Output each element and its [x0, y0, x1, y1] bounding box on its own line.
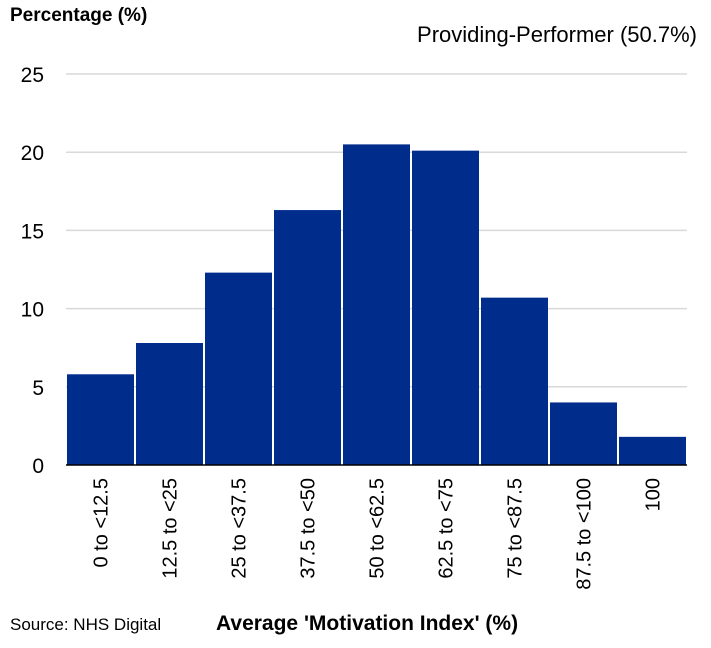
x-tick-label: 100: [643, 478, 665, 511]
y-tick-label: 5: [32, 377, 44, 400]
bar: [481, 297, 548, 465]
x-tick-label: 62.5 to <75: [436, 478, 458, 579]
y-tick-label: 15: [21, 220, 44, 243]
bars: [67, 144, 686, 466]
x-tick-label: 12.5 to <25: [160, 478, 182, 579]
bar: [619, 436, 686, 465]
bar: [550, 402, 617, 465]
x-tick-label: 87.5 to <100: [574, 478, 596, 590]
x-tick-label: 37.5 to <50: [298, 478, 320, 579]
bar: [274, 210, 341, 465]
bar: [136, 343, 203, 465]
chart-subtitle: Providing-Performer (50.7%): [417, 22, 697, 47]
x-axis-title: Average 'Motivation Index' (%): [216, 612, 519, 635]
y-tick-label: 20: [21, 142, 44, 165]
source-note: Source: NHS Digital: [10, 615, 162, 634]
bar: [343, 144, 410, 465]
y-axis-title: Percentage (%): [10, 5, 148, 26]
x-tick-label: 0 to <12.5: [91, 478, 113, 568]
y-axis-ticks: 0 5 10 15 20 25: [21, 64, 44, 478]
bar: [67, 374, 134, 465]
x-tick-label: 75 to <87.5: [505, 478, 527, 579]
bar: [205, 272, 272, 465]
y-tick-label: 0: [32, 455, 44, 478]
bar: [412, 150, 479, 466]
y-tick-label: 25: [21, 64, 44, 87]
x-tick-label: 50 to <62.5: [367, 478, 389, 579]
x-axis-ticks: 0 to <12.5 12.5 to <25 25 to <37.5 37.5 to …: [91, 478, 665, 590]
y-tick-label: 10: [21, 299, 44, 322]
x-tick-label: 25 to <37.5: [229, 478, 251, 579]
